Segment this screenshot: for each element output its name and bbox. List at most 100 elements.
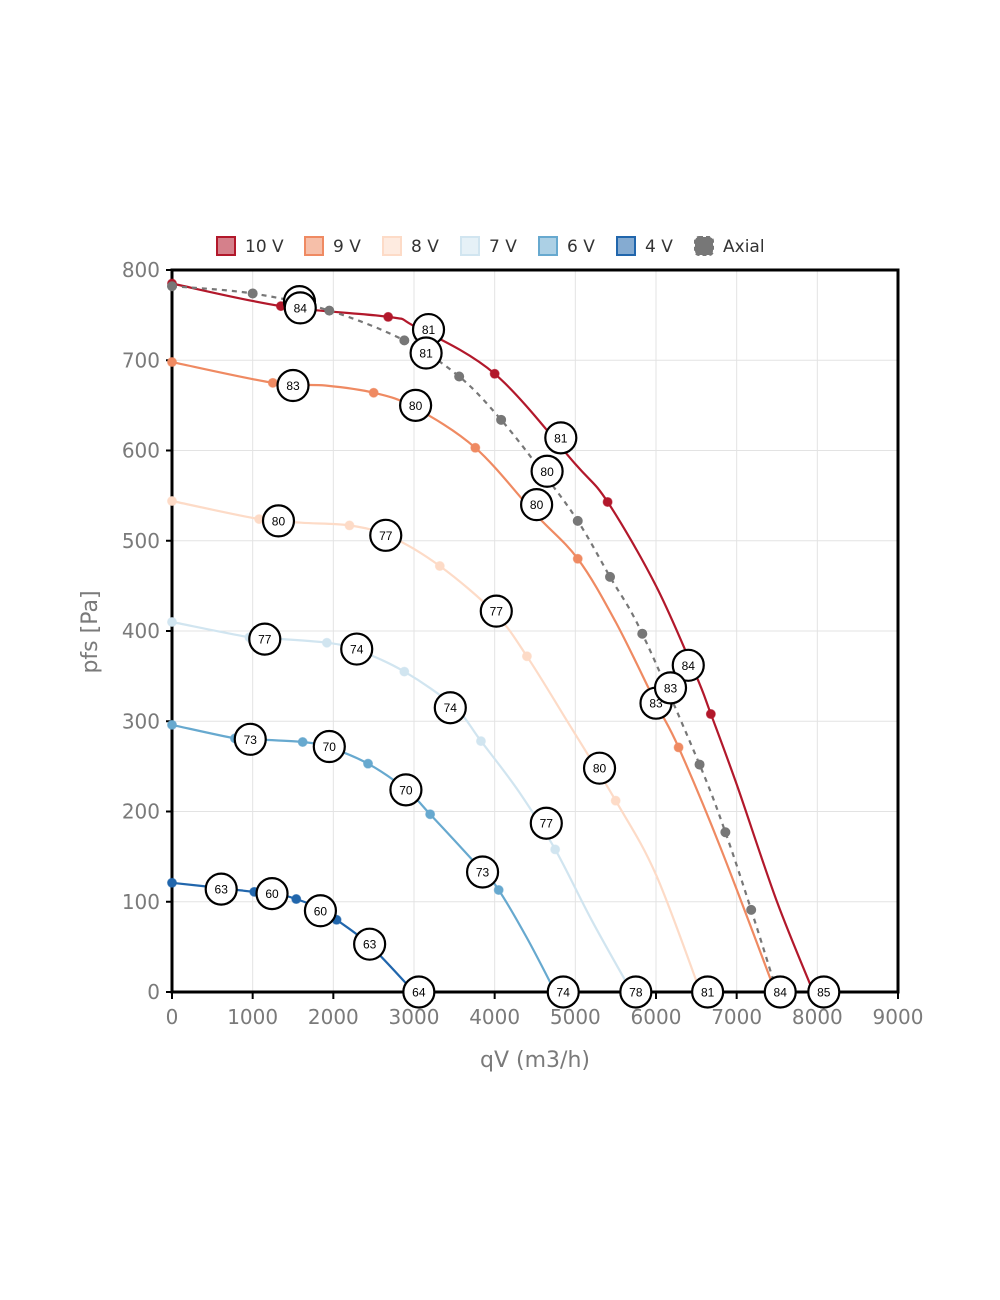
bubble-circle [283, 291, 317, 325]
data-point [399, 666, 410, 677]
legend-swatch [538, 236, 558, 256]
bubble-label: 80 [593, 762, 607, 776]
data-point [475, 736, 486, 747]
bubble-circle [409, 336, 443, 370]
legend-label: 9 V [333, 237, 361, 257]
data-point [605, 571, 616, 582]
efficiency-bubble: 77 [369, 518, 403, 552]
y-tick-label: 600 [122, 439, 160, 463]
axes: 0 1000 2000 3000 4000 5000 6000 7000 8000 9000 0 10… [122, 258, 924, 1029]
efficiency-bubble: 70 [389, 773, 423, 807]
data-point [694, 759, 705, 770]
efficiency-bubble: 70 [312, 729, 346, 764]
efficiency-bubble: 74 [433, 691, 467, 725]
data-point [324, 305, 335, 316]
bubble-circle [255, 877, 289, 911]
efficiency-bubble: 74 [340, 632, 374, 666]
bubble-label: 81 [422, 323, 436, 337]
bubble-label: 80 [409, 399, 423, 413]
data-point [247, 288, 258, 299]
series-9v [167, 357, 777, 993]
data-point [368, 387, 379, 398]
y-tick-label: 300 [122, 709, 160, 733]
y-tick-label: 700 [122, 348, 160, 372]
data-point [167, 616, 177, 627]
bubble-label: 70 [399, 783, 413, 797]
data-point [720, 827, 731, 838]
bubble-label: 84 [294, 301, 308, 315]
bubble-circle [433, 691, 467, 725]
data-point [705, 709, 716, 720]
bubble-circle [529, 806, 563, 840]
efficiency-bubble: 80 [582, 751, 617, 785]
bubble-label: 80 [540, 465, 554, 479]
data-point [550, 844, 561, 855]
data-point [291, 894, 302, 905]
efficiency-bubble: 81 [691, 975, 725, 1009]
bubble-circle [399, 388, 433, 422]
data-point [493, 885, 504, 896]
efficiency-bubble: 77 [529, 806, 563, 840]
data-point [383, 311, 394, 322]
bubble-circle [530, 454, 564, 488]
y-tick-label: 200 [122, 800, 160, 824]
data-point [167, 357, 177, 368]
bubble-label: 81 [554, 431, 568, 445]
efficiency-bubble: 84 [763, 975, 797, 1009]
x-tick-label: 4000 [469, 1005, 520, 1029]
bubble-label: 74 [557, 986, 571, 1000]
x-tick-label: 3000 [389, 1005, 440, 1029]
data-point [425, 809, 436, 820]
bubble-circle [303, 894, 338, 928]
bubble-circle [807, 975, 841, 1009]
bubble-circle [546, 975, 580, 1009]
legend-item-8v: 8 V [382, 236, 439, 257]
bubble-label: 81 [701, 986, 715, 1000]
data-point [399, 335, 410, 346]
legend-swatch [460, 236, 480, 256]
legend-label: 4 V [645, 237, 673, 257]
efficiency-bubble: 80 [399, 388, 433, 422]
bubble-label: 64 [412, 986, 426, 1000]
bubble-circle [479, 594, 513, 628]
efficiency-bubble: 77 [479, 594, 513, 628]
legend: 10 V 9 V 8 V 7 V 6 V 4 V Axial [216, 236, 765, 257]
bubble-label: 85 [817, 986, 831, 1000]
x-axis-title: qV (m3/h) [480, 1048, 590, 1073]
bubble-label: 77 [379, 529, 393, 543]
legend-label: 8 V [411, 237, 439, 257]
bubble-circle [233, 722, 267, 756]
y-tick-label: 800 [122, 258, 160, 282]
data-point [321, 637, 332, 648]
bubble-label: 77 [258, 633, 272, 647]
bubble-circle [671, 648, 705, 682]
bubble-label: 78 [629, 986, 643, 1000]
data-point [521, 651, 532, 662]
efficiency-bubble: 80 [530, 454, 564, 488]
bubble-label: 73 [476, 865, 490, 879]
x-tick-label: 0 [166, 1005, 179, 1029]
efficiency-bubble: 73 [465, 855, 500, 889]
bubble-label: 73 [244, 733, 258, 747]
legend-item-10v: 10 V [216, 236, 284, 257]
bubble-label: 63 [215, 883, 229, 897]
efficiency-bubble: 80 [261, 504, 296, 538]
efficiency-bubble: 64 [402, 975, 436, 1009]
bubble-circle [340, 632, 374, 666]
bubble-circle [389, 773, 423, 807]
series-line-9v [171, 361, 777, 993]
bubble-circle [369, 518, 403, 552]
bubble-label: 81 [419, 347, 433, 361]
data-point [267, 377, 278, 388]
data-point [470, 442, 481, 453]
data-point [167, 719, 177, 730]
bubble-label: 80 [272, 514, 286, 528]
legend-label: 7 V [489, 237, 517, 257]
bubble-circle [402, 975, 436, 1009]
bubble-circle [763, 975, 797, 1009]
bubble-label: 70 [323, 740, 337, 754]
x-tick-label: 8000 [792, 1005, 843, 1029]
efficiency-bubble: 78 [619, 975, 653, 1009]
data-point [610, 795, 621, 806]
efficiency-bubble: 81 [409, 336, 443, 370]
